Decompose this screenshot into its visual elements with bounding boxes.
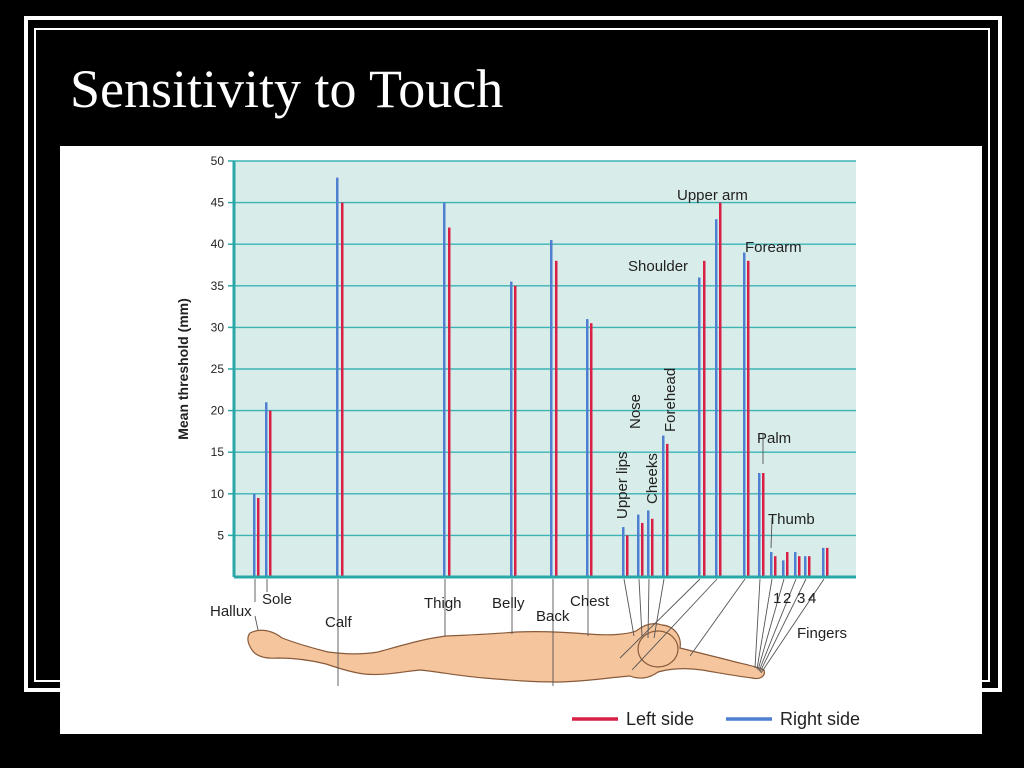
pointer-line — [623, 578, 635, 637]
bar-right-side — [794, 552, 797, 577]
bar-right-side — [698, 277, 701, 577]
bar-right-side — [637, 514, 640, 577]
region-label: 3 — [797, 590, 805, 607]
region-label: Thumb — [768, 511, 815, 528]
pointer-lines — [254, 433, 825, 686]
legend-label-right: Right side — [780, 709, 860, 729]
bar-right-side — [743, 252, 746, 577]
pointer-line — [631, 578, 718, 671]
bar-right-side — [622, 527, 625, 577]
region-label: Back — [536, 608, 570, 625]
pointer-line — [760, 578, 825, 674]
bar-right-side — [662, 435, 665, 577]
bar-right-side — [715, 219, 718, 577]
region-label: 4 — [808, 590, 816, 607]
bar-right-side — [782, 560, 785, 577]
bar-right-side — [770, 552, 773, 577]
y-tick-label: 40 — [211, 237, 225, 251]
bar-left-side — [341, 202, 344, 577]
bar-left-side — [555, 260, 558, 577]
bar-left-side — [641, 522, 644, 577]
region-label: Chest — [570, 593, 610, 610]
y-tick-label: 30 — [211, 320, 225, 334]
bar-left-side — [762, 473, 765, 577]
region-label: Thigh — [424, 595, 462, 612]
region-label: Cheeks — [644, 453, 661, 504]
pointer-line — [757, 578, 785, 671]
region-label: Sole — [262, 591, 292, 608]
region-label: Upper arm — [677, 187, 748, 204]
bar-left-side — [626, 535, 629, 577]
pointer-line — [758, 578, 797, 672]
bar-right-side — [265, 402, 268, 577]
pointer-line — [689, 578, 746, 657]
region-label: 1 — [773, 590, 781, 607]
legend-label-left: Left side — [626, 709, 694, 729]
pointer-line — [770, 517, 773, 549]
y-axis-label: Mean threshold (mm) — [175, 298, 191, 440]
legend: Left side Right side — [572, 709, 860, 729]
pointer-line — [254, 615, 259, 631]
bar-left-side — [590, 323, 593, 577]
bars — [253, 177, 829, 577]
bar-right-side — [550, 240, 553, 577]
region-label: Palm — [757, 430, 791, 447]
region-label: 2 — [783, 590, 791, 607]
pointer-line — [638, 578, 643, 637]
bar-right-side — [443, 202, 446, 577]
y-tick-label: 35 — [211, 279, 225, 293]
y-tick-label: 20 — [211, 404, 225, 418]
bar-left-side — [808, 556, 811, 577]
y-tick-label: 45 — [211, 196, 225, 210]
bar-left-side — [651, 518, 654, 577]
region-label: Belly — [492, 595, 525, 612]
bar-right-side — [758, 473, 761, 577]
bar-left-side — [747, 260, 750, 577]
body-silhouette — [247, 623, 765, 683]
chart-figure: 5 10 15 20 25 30 35 40 45 50 Hallux Sole Calf Thigh B… — [60, 146, 982, 734]
region-label: Calf — [325, 614, 353, 631]
region-label: Forehead — [662, 368, 679, 432]
pointer-line — [756, 578, 773, 670]
bar-left-side — [786, 552, 789, 577]
bar-right-side — [822, 547, 825, 577]
region-label: Shoulder — [628, 258, 688, 275]
bar-right-side — [510, 281, 513, 577]
region-label: Nose — [627, 394, 644, 429]
y-tick-label: 10 — [211, 487, 225, 501]
bar-left-side — [666, 443, 669, 577]
pointer-line — [759, 578, 807, 673]
pointer-line — [619, 578, 701, 659]
fingers-label: Fingers — [797, 625, 847, 642]
bar-left-side — [826, 547, 829, 577]
touch-sensitivity-chart: 5 10 15 20 25 30 35 40 45 50 Hallux Sole Calf Thigh B… — [175, 154, 860, 729]
bar-right-side — [804, 556, 807, 577]
pointer-line — [647, 578, 650, 639]
bar-left-side — [774, 556, 777, 577]
bar-left-side — [257, 497, 260, 577]
y-tick-label: 5 — [217, 528, 224, 542]
y-tick-label: 25 — [211, 362, 225, 376]
y-tick-label: 15 — [211, 445, 225, 459]
region-label: Forearm — [745, 239, 802, 256]
pointer-line — [754, 578, 761, 669]
bar-left-side — [798, 556, 801, 577]
pointer-line — [653, 578, 665, 639]
bar-left-side — [703, 260, 706, 577]
region-label: Upper lips — [614, 451, 631, 519]
bar-left-side — [448, 227, 451, 577]
bar-right-side — [586, 319, 589, 577]
y-tick-labels: 5 10 15 20 25 30 35 40 45 50 — [211, 154, 225, 542]
bar-left-side — [514, 285, 517, 577]
y-tick-label: 50 — [211, 154, 225, 168]
bar-right-side — [336, 177, 339, 577]
region-label: Hallux — [210, 603, 252, 620]
bar-left-side — [269, 410, 272, 577]
bar-right-side — [647, 510, 650, 577]
slide-title: Sensitivity to Touch — [70, 59, 504, 119]
bar-left-side — [719, 202, 722, 577]
bar-right-side — [253, 493, 256, 577]
